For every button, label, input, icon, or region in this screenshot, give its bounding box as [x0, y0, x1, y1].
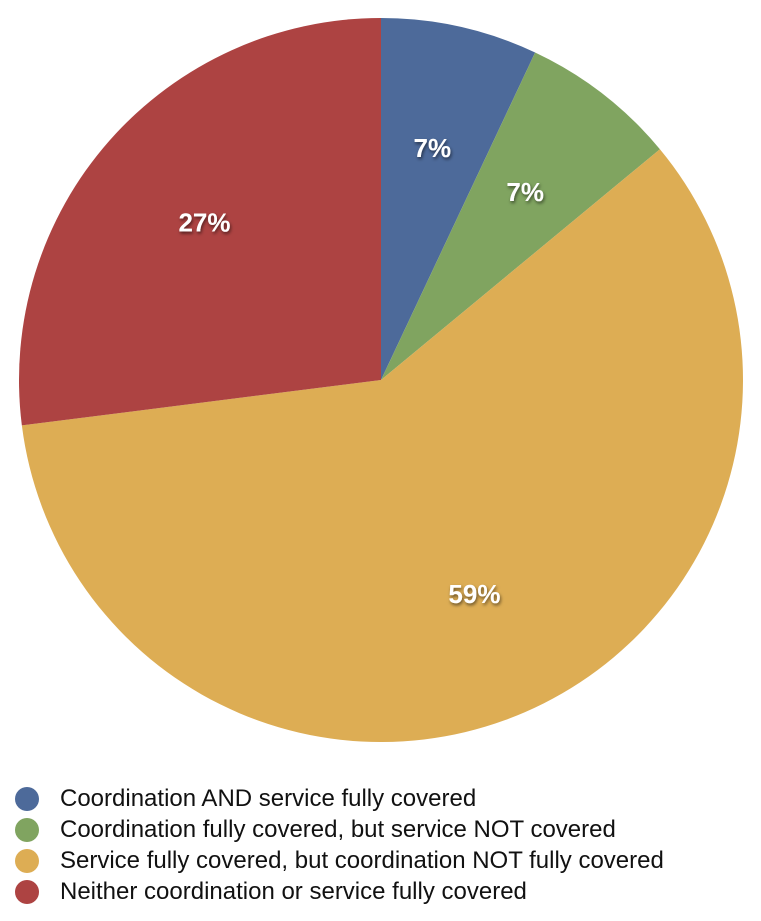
legend-label: Service fully covered, but coordination … [60, 846, 664, 874]
slice-data-label: 27% [178, 207, 230, 237]
pie-slice [21, 149, 743, 743]
legend-item: Service fully covered, but coordination … [15, 845, 755, 876]
legend-item: Coordination fully covered, but service … [15, 814, 755, 845]
legend-swatch [15, 817, 39, 842]
slice-data-label: 59% [448, 579, 500, 609]
pie-slice [381, 18, 536, 380]
pie-slice [381, 52, 660, 380]
legend-item: Neither coordination or service fully co… [15, 876, 755, 907]
pie-slice [18, 18, 381, 426]
legend: Coordination AND service fully covered Co… [15, 783, 755, 907]
legend-swatch [15, 786, 39, 811]
legend-swatch [15, 879, 39, 904]
slice-data-label: 7% [414, 133, 452, 163]
legend-swatch [15, 848, 39, 873]
pie-chart: 7% 7% 59% 27% [18, 18, 743, 743]
slice-data-label: 7% [506, 177, 544, 207]
legend-label: Neither coordination or service fully co… [60, 877, 527, 905]
legend-label: Coordination AND service fully covered [60, 784, 477, 812]
legend-label: Coordination fully covered, but service … [60, 815, 616, 843]
legend-item: Coordination AND service fully covered [15, 783, 755, 814]
